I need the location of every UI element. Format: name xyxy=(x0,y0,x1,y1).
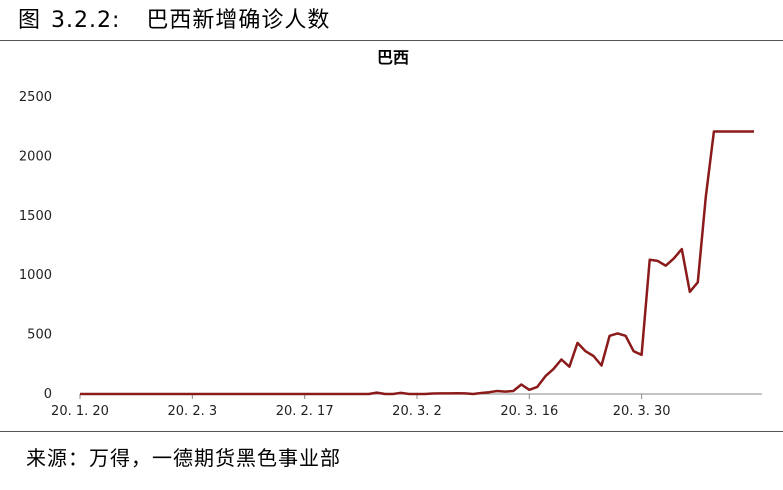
figure-label: 图 xyxy=(18,8,42,33)
x-tick-label: 20. 3. 30 xyxy=(613,404,671,419)
bottom-rule xyxy=(0,431,783,432)
y-tick-label: 500 xyxy=(27,328,52,343)
figure-number: 3.2.2: xyxy=(51,8,121,33)
figure-caption: 图 3.2.2: 巴西新增确诊人数 xyxy=(18,4,330,38)
x-tick-label: 20. 3. 2 xyxy=(392,404,442,419)
series-line xyxy=(80,130,754,396)
y-tick-label: 2000 xyxy=(19,149,52,164)
y-tick-label: 1500 xyxy=(19,209,52,224)
x-tick-label: 20. 2. 17 xyxy=(276,404,334,419)
y-axis-ticks: 0 500 1000 1500 2000 2500 xyxy=(19,90,52,402)
x-tick-label: 20. 3. 16 xyxy=(500,404,558,419)
y-tick-label: 0 xyxy=(44,387,52,402)
chart-title: 巴西 xyxy=(377,48,409,67)
x-tick-label: 20. 2. 3 xyxy=(168,404,218,419)
x-tick-label: 20. 1. 20 xyxy=(51,404,109,419)
y-tick-label: 1000 xyxy=(19,268,52,283)
series-layer xyxy=(80,130,754,396)
y-tick-label: 2500 xyxy=(19,90,52,105)
line-chart: 巴西 0 500 1000 1500 2000 2500 20. 1. 20 20. 2. … xyxy=(19,48,762,419)
figure-title: 巴西新增确诊人数 xyxy=(146,8,331,33)
source-note: 来源：万得，一德期货黑色事业部 xyxy=(26,446,341,470)
x-axis: 20. 1. 20 20. 2. 3 20. 2. 17 20. 3. 2 20. 3.… xyxy=(51,393,762,419)
top-rule xyxy=(0,40,783,41)
